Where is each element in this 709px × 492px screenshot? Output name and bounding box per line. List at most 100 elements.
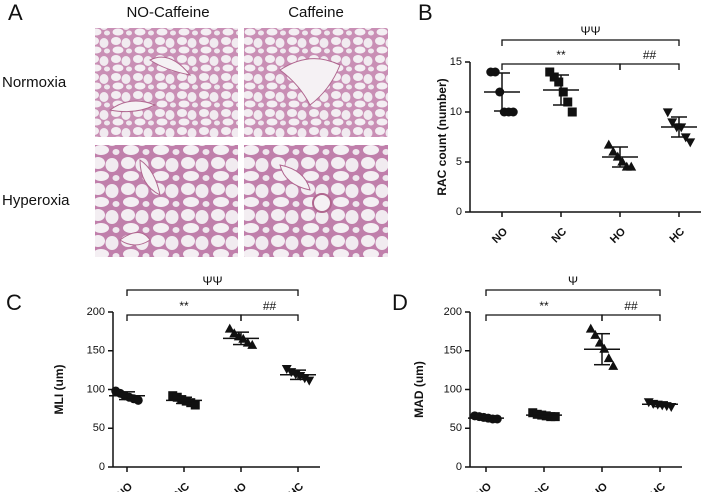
micrograph-hyperoxia-no-caffeine: [95, 145, 238, 257]
data-point: [585, 323, 596, 333]
data-point: [667, 118, 678, 128]
y-tick-label: 15: [450, 56, 462, 68]
y-tick-label: 100: [444, 383, 462, 395]
significance-label: ##: [624, 299, 638, 313]
y-tick-label: 50: [93, 422, 105, 434]
y-tick-label: 0: [99, 461, 105, 473]
significance-label: ΨΨ: [580, 24, 600, 38]
data-point: [603, 139, 614, 149]
x-tick-label: NC: [549, 226, 569, 246]
significance-label: ##: [263, 299, 277, 313]
significance-bracket: [485, 289, 661, 296]
error-bar: [584, 332, 620, 366]
x-tick-label: HC: [648, 481, 668, 492]
micrograph-normoxia-caffeine: [244, 28, 388, 137]
data-point: [558, 87, 568, 97]
panel-letter: A: [8, 0, 23, 25]
error-bar: [602, 146, 638, 168]
significance-bracket: [501, 39, 680, 46]
chart-panel: C MLI (um) 0 50 100 150 200 NO NC HO HC ΨΨ ** ##: [6, 274, 320, 492]
x-tick-label: HO: [229, 480, 249, 492]
data-point: [662, 108, 673, 118]
error-bar: [484, 72, 520, 112]
micrograph-normoxia-no-caffeine: [95, 28, 238, 137]
data-point: [247, 339, 258, 349]
x-tick-label: NO: [115, 480, 135, 492]
x-tick-label: HO: [590, 480, 610, 492]
panel-letter: B: [418, 0, 433, 25]
y-tick-label: 150: [87, 345, 105, 357]
y-tick-label: 200: [87, 306, 105, 318]
column-label: NO-Caffeine: [126, 4, 209, 21]
data-point: [550, 412, 560, 422]
error-bar: [526, 412, 562, 418]
row-label: Hyperoxia: [2, 192, 70, 209]
significance-bracket: [126, 289, 299, 296]
x-tick-label: HO: [608, 225, 628, 245]
significance-bracket: [126, 314, 242, 321]
data-point: [281, 364, 292, 374]
data-point: [190, 400, 200, 410]
error-bar: [223, 331, 259, 346]
data-point: [608, 146, 619, 156]
data-point: [545, 67, 555, 77]
data-point: [685, 138, 696, 148]
data-point: [567, 107, 577, 117]
y-tick-label: 150: [444, 345, 462, 357]
y-tick-label: 200: [444, 306, 462, 318]
error-bar: [543, 74, 579, 106]
data-point: [603, 353, 614, 363]
y-tick-label: 0: [456, 206, 462, 218]
row-label: Normoxia: [2, 74, 67, 91]
y-tick-label: 5: [456, 156, 462, 168]
chart-panel: B RAC count (number) 0 5 10 15 NO NC HO HC ΨΨ ** ##: [418, 0, 701, 246]
significance-label: ##: [643, 48, 657, 62]
significance-bracket: [619, 63, 680, 70]
significance-bracket: [601, 314, 661, 321]
data-point: [508, 107, 518, 117]
x-tick-label: NC: [172, 481, 192, 492]
data-point: [608, 360, 619, 370]
data-point: [680, 133, 691, 143]
panel-letter: C: [6, 290, 22, 315]
error-bar: [642, 401, 678, 408]
data-point: [594, 337, 605, 347]
data-point: [490, 67, 500, 77]
y-tick-label: 50: [450, 422, 462, 434]
significance-label: **: [179, 299, 189, 313]
error-bar: [166, 396, 202, 405]
x-tick-label: NC: [532, 481, 552, 492]
significance-bracket: [501, 63, 621, 70]
y-tick-label: 0: [456, 461, 462, 473]
x-tick-label: NO: [474, 480, 494, 492]
column-label: Caffeine: [288, 4, 344, 21]
significance-label: ΨΨ: [202, 274, 222, 288]
x-tick-label: NO: [490, 225, 510, 245]
significance-label: **: [539, 299, 549, 313]
y-tick-label: 100: [87, 383, 105, 395]
data-point: [224, 323, 235, 333]
x-tick-label: HC: [286, 481, 306, 492]
data-point: [563, 97, 573, 107]
y-axis-label: RAC count (number): [435, 78, 449, 195]
panel-letter: D: [392, 290, 408, 315]
data-point: [133, 395, 143, 405]
micrograph-hyperoxia-caffeine: [244, 145, 388, 257]
error-bar: [468, 415, 504, 421]
y-tick-label: 10: [450, 106, 462, 118]
chart-panel: D MAD (um) 0 50 100 150 200 NO NC HO HC Ψ ** ##: [392, 274, 682, 492]
data-point: [626, 161, 637, 171]
data-point: [554, 77, 564, 87]
significance-bracket: [485, 314, 603, 321]
significance-bracket: [240, 314, 299, 321]
y-axis-label: MLI (um): [52, 365, 66, 415]
data-point: [492, 414, 502, 424]
significance-label: Ψ: [568, 274, 578, 288]
y-axis-label: MAD (um): [412, 361, 426, 418]
error-bar: [661, 116, 697, 138]
error-bar: [109, 391, 145, 401]
error-bar: [280, 369, 316, 381]
data-point: [666, 402, 677, 412]
data-point: [549, 72, 559, 82]
